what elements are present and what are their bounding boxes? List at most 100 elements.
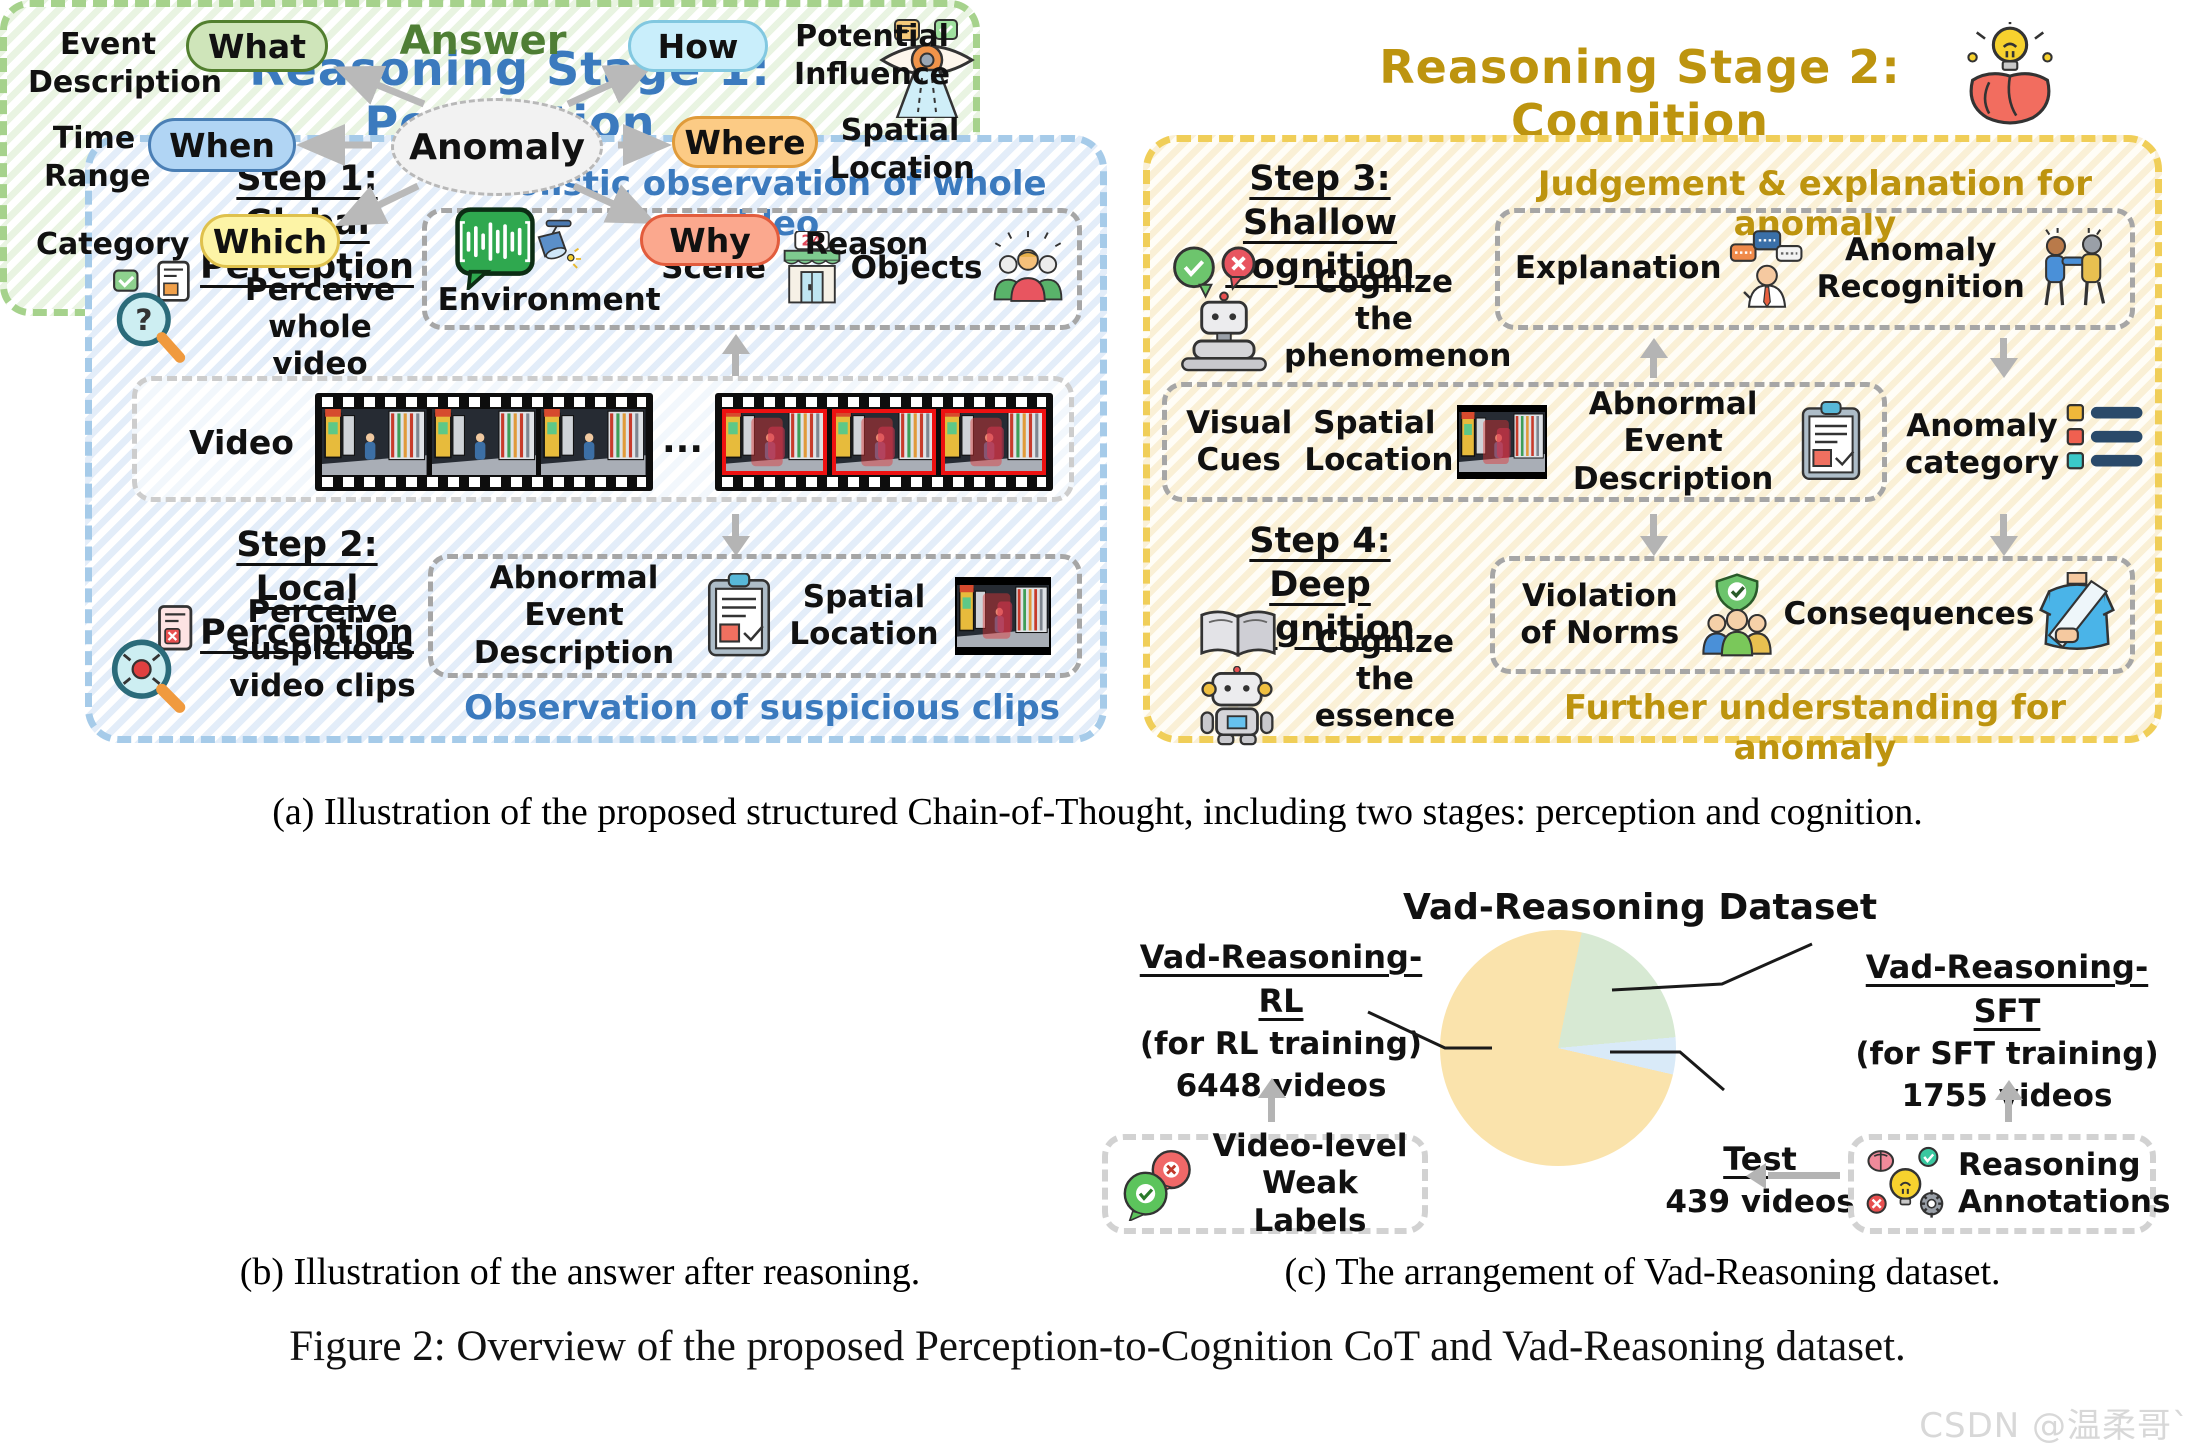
suspicious-observation-heading: Observation of suspicious clips bbox=[464, 688, 1060, 728]
deep-cognition-box: Violation of Norms Consequences bbox=[1490, 556, 2135, 674]
cognize-phenomenon-label: Cognize the phenomenon bbox=[1284, 264, 1512, 375]
down-arrow-icon bbox=[2000, 514, 2007, 536]
cognize-essence-label: Cognize the essence bbox=[1314, 624, 1456, 735]
caption-a: (a) Illustration of the proposed structu… bbox=[272, 791, 1923, 833]
abnormal-event-label: Abnormal Event Description bbox=[1572, 386, 1774, 497]
video-label: Video bbox=[189, 423, 294, 462]
dataset-panel: Vad-Reasoning Dataset Vad-Reasoning-RL (… bbox=[1100, 878, 2185, 1246]
when-pill: When bbox=[148, 118, 296, 172]
answer-arrows bbox=[296, 64, 672, 227]
down-arrow-icon bbox=[1650, 514, 1657, 536]
up-arrow-icon bbox=[1650, 358, 1657, 378]
global-observation-box: Environment Scene Objects bbox=[422, 208, 1082, 330]
video-box: Video ... bbox=[132, 376, 1074, 502]
cognition-panel: Step 3: Shallow Cognition Judgement & exp… bbox=[1143, 135, 2162, 768]
spatial-location-label: Spatial Location bbox=[1304, 404, 1454, 478]
pie-leader-lines bbox=[1367, 942, 1813, 1092]
cctv-highlight-icon bbox=[1459, 412, 1545, 472]
environment-label: Environment bbox=[437, 282, 661, 319]
suspicious-frame bbox=[831, 409, 937, 475]
category-list-icon bbox=[2066, 402, 2146, 474]
spatial-location-thumb bbox=[1457, 405, 1548, 479]
clipboard-icon bbox=[705, 573, 773, 659]
video-frame bbox=[432, 409, 537, 475]
anomaly-node: Anomaly bbox=[391, 98, 603, 196]
violation-label: Violation of Norms bbox=[1520, 577, 1680, 651]
why-pill: Why bbox=[640, 214, 780, 266]
discussion-icon bbox=[1726, 228, 1808, 310]
answer-panel: Answer Event Description What How Potent… bbox=[0, 0, 980, 316]
spatial-location-label: Spatial Location bbox=[830, 113, 975, 186]
explanation-label: Explanation bbox=[1514, 250, 1722, 287]
down-arrow-icon bbox=[732, 514, 739, 536]
reasoning-cluster-icon bbox=[1866, 1146, 1948, 1222]
which-pill: Which bbox=[200, 214, 340, 268]
objects-item: Objects bbox=[851, 231, 1067, 307]
video-frame bbox=[322, 409, 427, 475]
answer-title: Answer bbox=[399, 18, 567, 64]
reason-label: Reason bbox=[804, 227, 929, 262]
arm-sling-icon bbox=[2039, 572, 2115, 658]
caption-c: (c) The arrangement of Vad-Reasoning dat… bbox=[1284, 1251, 2001, 1293]
video-frame bbox=[541, 409, 646, 475]
further-understanding-heading: Further understanding for anomaly bbox=[1563, 688, 2067, 768]
step4-heading: Step 4: Deep Cognition bbox=[1225, 521, 1415, 649]
robot-icon bbox=[1188, 666, 1286, 746]
weak-labels-box: Video-level Weak Labels bbox=[1102, 1128, 1428, 1239]
judgement-heading: Judgement & explanation for anomaly bbox=[1537, 164, 2093, 244]
robot-speech-icon bbox=[1170, 246, 1278, 372]
figure-caption: Figure 2: Overview of the proposed Perce… bbox=[289, 1323, 1906, 1370]
up-arrow-icon bbox=[2005, 1100, 2012, 1122]
up-arrow-icon bbox=[732, 354, 739, 376]
annotations-label: Reasoning Annotations bbox=[1958, 1146, 2171, 1220]
suspicious-frame bbox=[941, 409, 1047, 475]
perceive-whole-label: Perceive whole video bbox=[244, 272, 396, 383]
anomaly-recognition-label: Anomaly Recognition bbox=[1816, 231, 2025, 305]
perceive-suspicious-label: Perceive suspicious video clips bbox=[229, 594, 416, 705]
category-label: Category bbox=[36, 227, 190, 262]
suspicious-frame bbox=[722, 409, 827, 475]
stage2-header: Reasoning Stage 2: Cognition bbox=[1379, 40, 1901, 148]
environment-item: Environment bbox=[438, 218, 661, 319]
anomaly-category-label: Anomaly category bbox=[1904, 408, 2060, 482]
dataset-title: Vad-Reasoning Dataset bbox=[1402, 887, 1878, 928]
weak-labels-label: Video-level Weak Labels bbox=[1212, 1128, 1408, 1239]
film-strip-suspicious bbox=[715, 393, 1053, 491]
step3-heading: Step 3: Shallow Cognition bbox=[1225, 159, 1415, 287]
potential-influence-label: Potential Influence bbox=[794, 19, 950, 92]
sft-sub: (for SFT training) bbox=[1855, 1035, 2159, 1072]
cctv-highlight-icon bbox=[957, 585, 1049, 647]
abnormal-event-label: Abnormal Event Description bbox=[473, 560, 675, 671]
time-range-label: Time Range bbox=[44, 121, 151, 194]
event-description-label: Event Description bbox=[28, 27, 223, 100]
visual-cues-box: Visual Cues Spatial Location Abnormal Ev… bbox=[1162, 382, 1887, 502]
watermark: CSDN @温柔哥` bbox=[1919, 1406, 2190, 1446]
up-arrow-icon bbox=[1268, 1098, 1275, 1122]
clipboard-icon bbox=[1799, 401, 1863, 483]
cognition-brain-icon bbox=[1958, 22, 2062, 126]
step2-heading: Step 2: Local Perception bbox=[200, 525, 414, 653]
local-observation-box: Abnormal Event Description Spatial Locat… bbox=[428, 554, 1082, 678]
consequences-label: Consequences bbox=[1783, 596, 2035, 633]
magnifier-bug-icon bbox=[108, 602, 220, 714]
test-count: 439 videos bbox=[1665, 1183, 1855, 1220]
left-arrow-icon bbox=[1768, 1172, 1840, 1179]
people-icon bbox=[990, 231, 1066, 307]
how-pill: How bbox=[628, 20, 768, 72]
film-strip-normal bbox=[315, 393, 653, 491]
rl-name: Vad-Reasoning-RL bbox=[1139, 938, 1423, 1020]
where-pill: Where bbox=[672, 116, 818, 168]
fight-icon bbox=[2033, 228, 2115, 310]
caption-b: (b) Illustration of the answer after rea… bbox=[239, 1251, 921, 1293]
annotations-box: Reasoning Annotations bbox=[1848, 1134, 2171, 1234]
down-arrow-icon bbox=[2000, 338, 2007, 358]
audio-message-icon bbox=[452, 206, 538, 290]
spatial-location-label: Spatial Location bbox=[789, 578, 939, 652]
spatial-location-thumb bbox=[955, 577, 1051, 655]
visual-cues-label: Visual Cues bbox=[1186, 404, 1293, 478]
book-icon bbox=[1192, 606, 1284, 664]
what-pill: What bbox=[186, 20, 328, 72]
shallow-cognition-box: Explanation Anomaly Recognition bbox=[1495, 208, 2135, 330]
objects-label: Objects bbox=[850, 250, 983, 287]
